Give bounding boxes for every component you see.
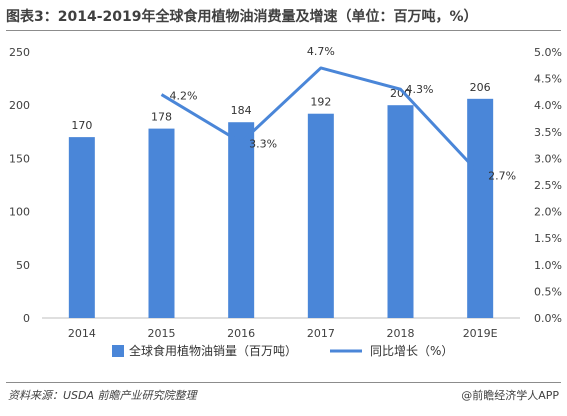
category-label: 2019E xyxy=(463,327,498,340)
chart-title: 图表3：2014-2019年全球食用植物油消费量及增速（单位：百万吨，%） xyxy=(6,9,478,25)
legend-line-label: 同比增长（%） xyxy=(370,344,453,358)
x-axis: 2014 2015 2016 2017 2018 2019E xyxy=(42,317,520,340)
right-tick-label: 3.0% xyxy=(534,152,562,165)
bar xyxy=(307,113,334,318)
right-tick-label: 1.5% xyxy=(534,232,562,245)
line-value-label: 4.7% xyxy=(307,45,335,58)
category-label: 2018 xyxy=(387,327,415,340)
right-tick-label: 3.5% xyxy=(534,126,562,139)
right-tick-label: 4.5% xyxy=(534,73,562,86)
category-label: 2015 xyxy=(148,327,176,340)
right-tick-label: 5.0% xyxy=(534,46,562,59)
line-value-label: 3.3% xyxy=(249,137,277,150)
line-series: 4.2% 3.3% 4.7% 4.3% 2.7% xyxy=(160,45,516,182)
bar xyxy=(228,122,255,318)
bar-value-label: 170 xyxy=(71,119,92,132)
title-divider xyxy=(6,30,561,31)
bar xyxy=(68,137,95,318)
source-note: 资料来源：USDA 前瞻产业研究院整理 xyxy=(8,389,197,402)
category-label: 2017 xyxy=(307,327,335,340)
right-tick-label: 0.5% xyxy=(534,285,562,298)
line-value-label: 2.7% xyxy=(488,169,516,182)
category-label: 2014 xyxy=(68,327,96,340)
bar xyxy=(387,105,414,318)
bar-value-label: 184 xyxy=(231,104,252,117)
left-tick-label: 100 xyxy=(9,206,30,219)
line-value-label: 4.2% xyxy=(170,90,198,103)
category-label: 2016 xyxy=(227,327,255,340)
left-tick-label: 150 xyxy=(9,152,30,165)
left-tick-label: 250 xyxy=(9,46,30,59)
growth-line xyxy=(160,66,482,176)
footer-divider xyxy=(6,382,561,383)
left-tick-label: 50 xyxy=(16,259,30,272)
left-axis: 0 50 100 150 200 250 xyxy=(9,46,30,325)
right-tick-label: 2.5% xyxy=(534,179,562,192)
legend: 全球食用植物油销量（百万吨） 同比增长（%） xyxy=(112,343,453,358)
right-axis: 0.0% 0.5% 1.0% 1.5% 2.0% 2.5% 3.0% 3.5% 4.0% 4.5%… xyxy=(534,46,562,325)
right-tick-label: 1.0% xyxy=(534,259,562,272)
left-tick-label: 200 xyxy=(9,99,30,112)
left-tick-label: 0 xyxy=(23,312,30,325)
right-tick-label: 0.0% xyxy=(534,312,562,325)
bar-value-label: 206 xyxy=(470,81,491,94)
legend-bar-swatch xyxy=(112,345,124,357)
bar-value-label: 192 xyxy=(310,96,331,109)
right-tick-label: 4.0% xyxy=(534,99,562,112)
legend-bar-label: 全球食用植物油销量（百万吨） xyxy=(129,343,297,358)
line-value-label: 4.3% xyxy=(406,83,434,96)
bar xyxy=(467,98,494,318)
right-tick-label: 2.0% xyxy=(534,206,562,219)
brand-credit: @前瞻经济学人APP xyxy=(461,389,559,402)
bar xyxy=(148,128,175,318)
bar-value-label: 178 xyxy=(151,111,172,124)
